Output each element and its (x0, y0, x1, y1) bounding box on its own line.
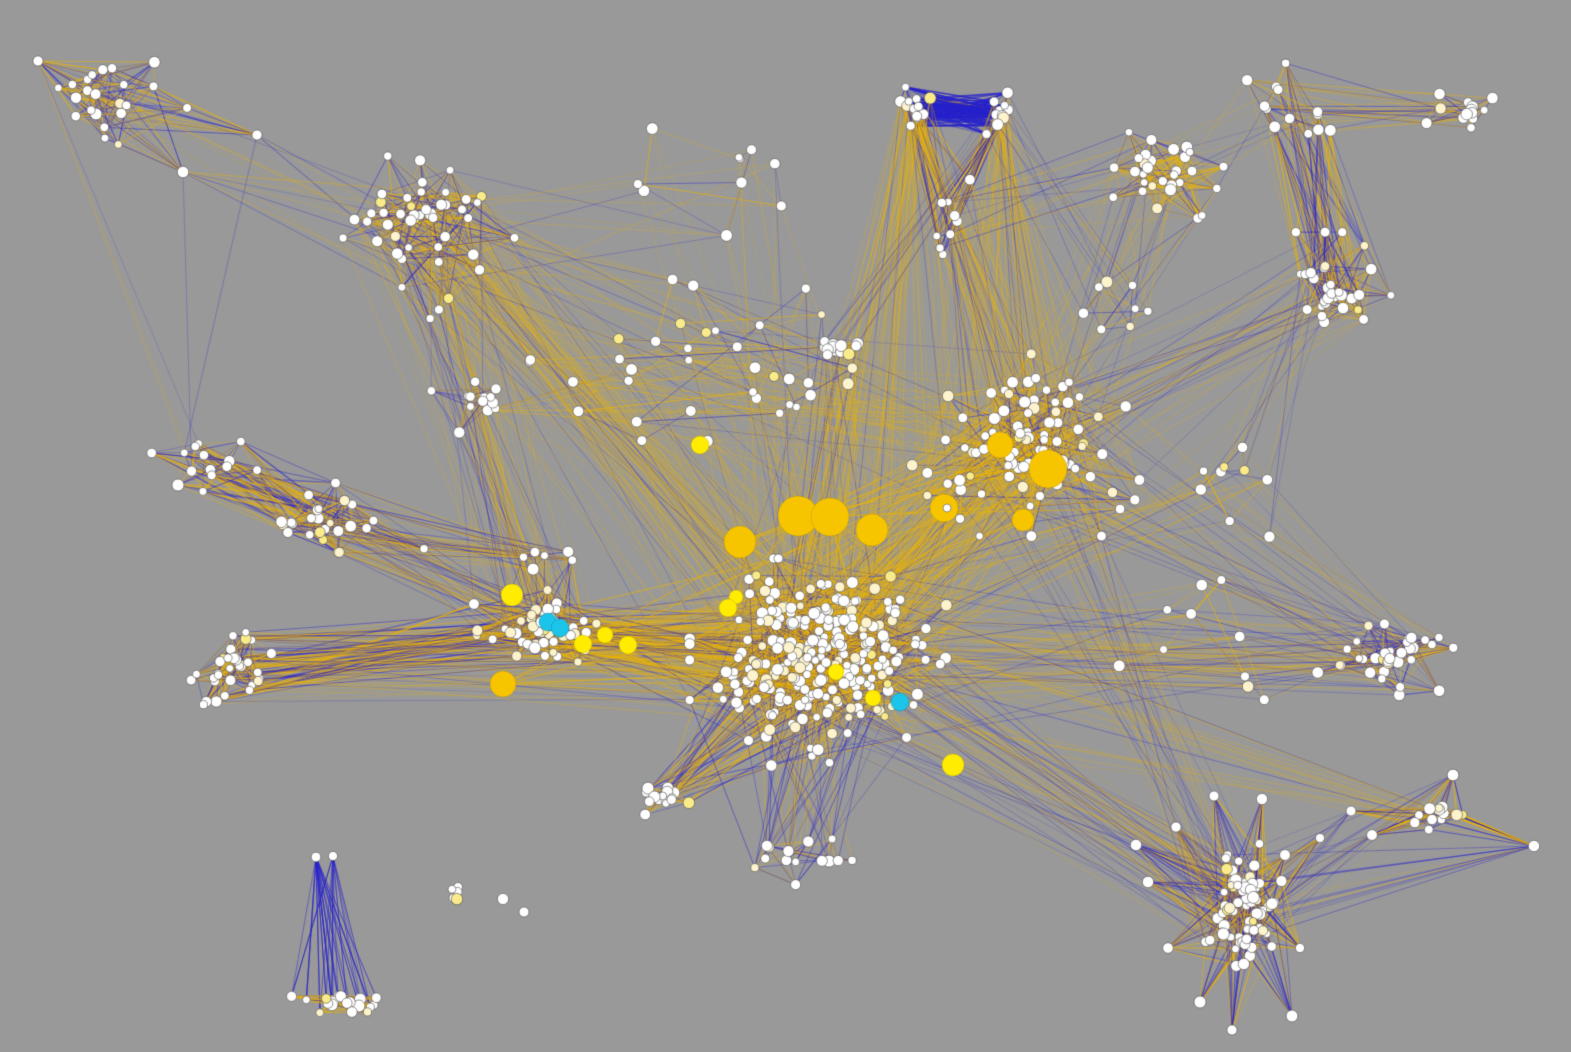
network-graph-canvas[interactable] (0, 0, 1571, 1052)
graph-viewport (0, 0, 1571, 1052)
